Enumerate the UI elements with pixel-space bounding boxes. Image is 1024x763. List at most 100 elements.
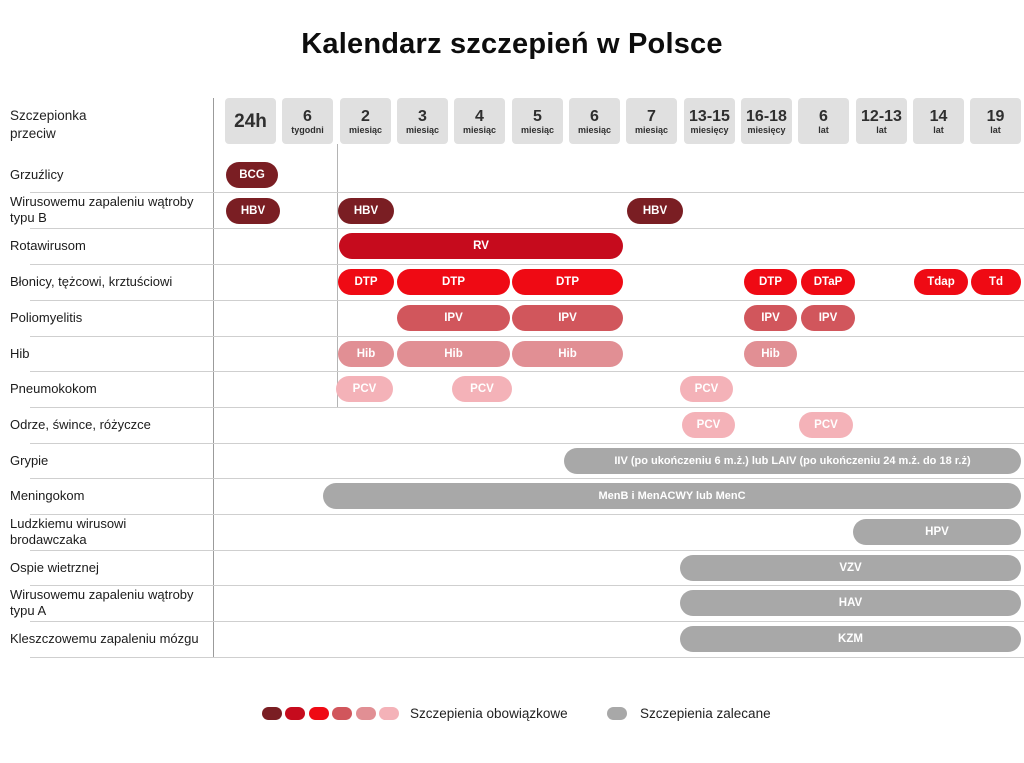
pill-hpv: HPV: [853, 519, 1021, 545]
header-age-value: 4: [475, 107, 484, 125]
row-label-pneumokoki: Pneumokokom: [10, 381, 97, 396]
row-label-dtp: Błonicy, tężcowi, krztuściowi: [10, 274, 173, 289]
grid-row-line: [30, 407, 1024, 408]
legend-swatch-shade3: [309, 707, 329, 720]
header-age-unit: lat: [818, 124, 829, 135]
header-age-unit: tygodni: [291, 124, 324, 135]
row-label-meningokoki: Meningokom: [10, 488, 85, 503]
header-age-value: 19: [986, 107, 1005, 125]
page-title: Kalendarz szczepień w Polsce: [301, 28, 723, 60]
row-label-rotawirus: Rotawirusom: [10, 238, 86, 253]
grid-row-line: [30, 478, 1024, 479]
header-cell-24h: 24h: [225, 98, 276, 144]
pill-dtp-5-6m: DTP: [512, 269, 623, 295]
header-cell-5-miesiac: 5 miesiąc: [512, 98, 563, 144]
header-age-unit: miesięcy: [747, 124, 786, 135]
grid-row-line: [30, 300, 1024, 301]
pill-menb-menacwy-menc: MenB i MenACWY lub MenC: [323, 483, 1021, 509]
header-cell-12-13-lat: 12-13 lat: [856, 98, 907, 144]
pill-kzm: KZM: [680, 626, 1021, 652]
grid-row-line: [30, 550, 1024, 551]
row-label-polio: Poliomyelitis: [10, 310, 83, 325]
grid-row-line: [30, 228, 1024, 229]
header-age-unit: miesiąc: [520, 124, 555, 135]
legend-swatch-shade4: [332, 707, 352, 720]
row-label-wzw-a: Wirusowemu zapaleniu wątroby typu A: [10, 587, 194, 618]
pill-td-19lat: Td: [971, 269, 1021, 295]
row-header-label: Szczepionka przeciw: [10, 107, 87, 143]
header-age-value: 6: [819, 107, 828, 125]
pill-ipv-6lat: IPV: [801, 305, 855, 331]
pill-bcg-24h: BCG: [226, 162, 278, 188]
header-age-value: 7: [647, 107, 656, 125]
pill-hbv-2m: HBV: [338, 198, 394, 224]
pill-vzv: VZV: [680, 555, 1021, 581]
grid-row-line: [30, 657, 1024, 658]
pill-hib-2m: Hib: [338, 341, 394, 367]
row-label-gruzlicy: Grzuźlicy: [10, 166, 64, 182]
pill-tdap-14lat: Tdap: [914, 269, 968, 295]
header-age-value: 14: [929, 107, 948, 125]
header-cell-14-lat: 14 lat: [913, 98, 964, 144]
pill-dtp-16-18m: DTP: [744, 269, 797, 295]
pill-hav: HAV: [680, 590, 1021, 616]
grid-vertical-divider-2: [337, 144, 338, 407]
header-age-value: 16-18: [746, 107, 787, 125]
pill-mmr-13-15m: PCV: [682, 412, 735, 438]
pill-ipv-5-6m: IPV: [512, 305, 623, 331]
pill-iiv-laiv: IIV (po ukończeniu 6 m.ż.) lub LAIV (po …: [564, 448, 1021, 474]
grid-vertical-divider: [213, 98, 214, 657]
header-cell-7-miesiac: 7 miesiąc: [626, 98, 677, 144]
header-age-unit: miesiąc: [634, 124, 669, 135]
legend-swatch-recommended: [607, 707, 627, 720]
header-age-unit: miesięcy: [690, 124, 729, 135]
header-age-unit: lat: [876, 124, 887, 135]
row-label-hib: Hib: [10, 345, 30, 361]
pill-hib-16-18m: Hib: [744, 341, 797, 367]
header-cell-19-lat: 19 lat: [970, 98, 1021, 144]
grid-row-line: [30, 192, 1024, 193]
grid-row-line: [30, 264, 1024, 265]
pill-hib-3-4m: Hib: [397, 341, 510, 367]
legend-swatch-shade1: [262, 707, 282, 720]
header-cell-16-18-miesiecy: 16-18 miesięcy: [741, 98, 792, 144]
pill-mmr-6lat: PCV: [799, 412, 853, 438]
pill-dtap-6lat: DTaP: [801, 269, 855, 295]
pill-hib-5-6m: Hib: [512, 341, 623, 367]
header-age-unit: miesiąc: [577, 124, 612, 135]
pill-pcv-4m: PCV: [452, 376, 512, 402]
row-label-grypa: Grypie: [10, 452, 49, 468]
grid-row-line: [30, 585, 1024, 586]
header-age-value: 5: [533, 107, 542, 125]
header-age-value: 2: [361, 107, 370, 125]
pill-pcv-13-15m: PCV: [680, 376, 733, 402]
pill-pcv-2m: PCV: [336, 376, 393, 402]
header-age-unit: miesiąc: [405, 124, 440, 135]
legend-swatch-shade6: [379, 707, 399, 720]
legend-swatch-shade2: [285, 707, 305, 720]
row-header-line1: Szczepionka: [10, 108, 87, 123]
pill-hbv-24h: HBV: [226, 198, 280, 224]
row-label-wzw-b: Wirusowemu zapaleniu wątroby typu B: [10, 194, 194, 225]
header-cell-6-lat: 6 lat: [798, 98, 849, 144]
pill-rv-2-6m: RV: [339, 233, 623, 259]
pill-hbv-7m: HBV: [627, 198, 683, 224]
row-label-kzm: Kleszczowemu zapaleniu mózgu: [10, 631, 199, 646]
header-cell-6-miesiac: 6 miesiąc: [569, 98, 620, 144]
row-label-ospa: Ospie wietrznej: [10, 559, 99, 575]
legend-mandatory-label: Szczepienia obowiązkowe: [410, 706, 568, 721]
grid-row-line: [30, 336, 1024, 337]
header-cell-6-tygodni: 6 tygodni: [282, 98, 333, 144]
pill-ipv-16-18m: IPV: [744, 305, 797, 331]
header-cell-2-miesiac: 2 miesiąc: [340, 98, 391, 144]
header-age-unit: miesiąc: [462, 124, 497, 135]
grid-row-line: [30, 443, 1024, 444]
row-label-hpv: Ludzkiemu wirusowi brodawczaka: [10, 516, 127, 547]
header-age-value: 12-13: [861, 107, 902, 125]
pill-dtp-3-4m: DTP: [397, 269, 510, 295]
header-age-value: 6: [303, 107, 312, 125]
legend-recommended-label: Szczepienia zalecane: [640, 706, 771, 721]
grid-row-line: [30, 621, 1024, 622]
row-label-odra: Odrze, śwince, różyczce: [10, 417, 151, 432]
